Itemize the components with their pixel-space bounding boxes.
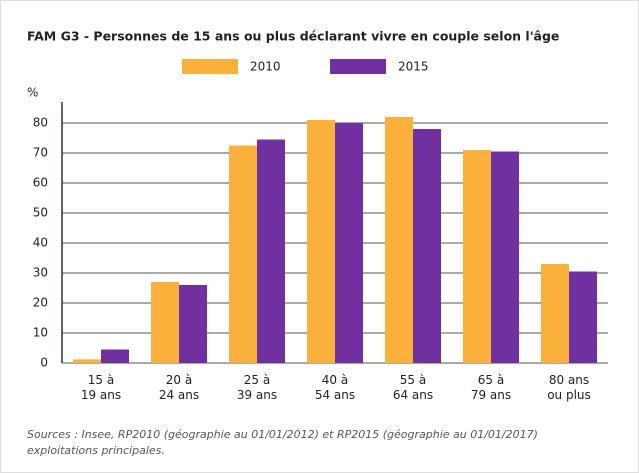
bar bbox=[335, 123, 363, 363]
chart-title: FAM G3 - Personnes de 15 ans ou plus déc… bbox=[27, 29, 559, 44]
x-tick-label: 15 à 19 ans bbox=[81, 373, 121, 402]
x-tick-label: 20 à 24 ans bbox=[159, 373, 199, 402]
y-tick-label: 30 bbox=[33, 266, 48, 280]
legend-label: 2015 bbox=[398, 60, 429, 74]
bar bbox=[179, 285, 207, 363]
bar bbox=[229, 145, 257, 363]
bar bbox=[541, 264, 569, 363]
y-tick-label: 70 bbox=[33, 146, 48, 160]
bar bbox=[491, 151, 519, 363]
y-axis-label: % bbox=[27, 86, 38, 100]
x-tick-label: 25 à 39 ans bbox=[237, 373, 277, 402]
bar bbox=[307, 120, 335, 363]
legend-label: 2010 bbox=[250, 60, 281, 74]
x-tick-label: 65 à 79 ans bbox=[471, 373, 511, 402]
y-tick-label: 40 bbox=[33, 236, 48, 250]
source: exploitations principales. bbox=[27, 444, 165, 457]
x-tick-label: 40 à 54 ans bbox=[315, 373, 355, 402]
y-tick-label: 0 bbox=[40, 356, 48, 370]
bar bbox=[73, 359, 101, 363]
bar bbox=[569, 271, 597, 363]
y-tick-label: 50 bbox=[33, 206, 48, 220]
legend-swatch bbox=[330, 59, 386, 74]
x-tick-label: 55 à 64 ans bbox=[393, 373, 433, 402]
y-tick-label: 10 bbox=[33, 326, 48, 340]
bar bbox=[463, 150, 491, 363]
bar bbox=[151, 282, 179, 363]
bar bbox=[101, 349, 129, 363]
legend-swatch bbox=[182, 59, 238, 74]
x-tick-label: 80 ans ou plus bbox=[547, 373, 591, 402]
y-tick-label: 20 bbox=[33, 296, 48, 310]
bar bbox=[257, 139, 285, 363]
bar bbox=[413, 129, 441, 363]
bar bbox=[385, 117, 413, 363]
y-tick-label: 60 bbox=[33, 176, 48, 190]
source: Sources : Insee, RP2010 (géographie au 0… bbox=[27, 428, 538, 441]
y-tick-label: 80 bbox=[33, 116, 48, 130]
